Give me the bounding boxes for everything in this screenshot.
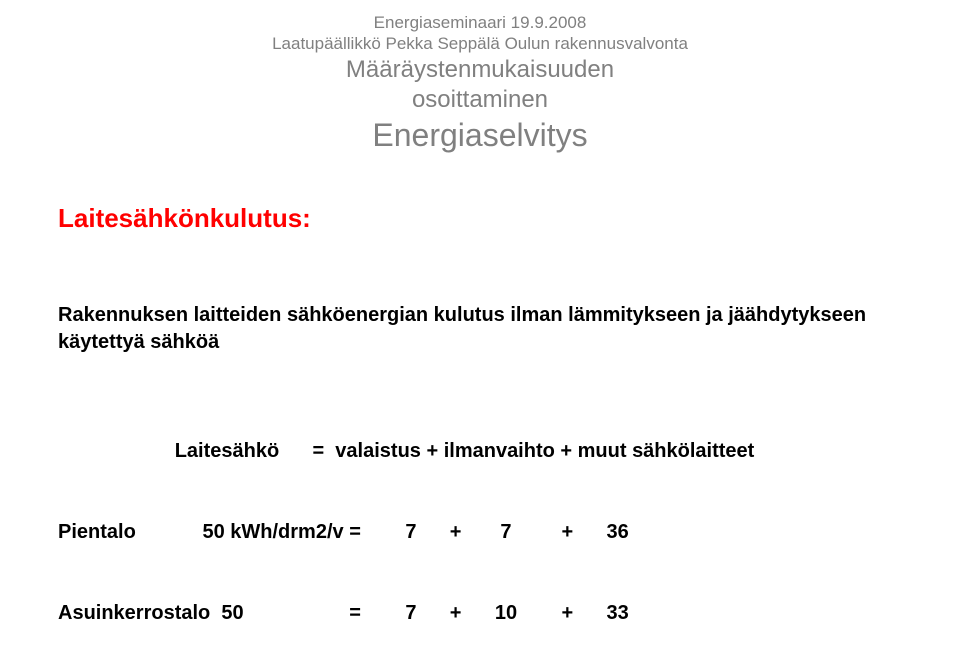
lead-paragraph: Rakennuksen laitteiden sähköenergian kul… — [58, 302, 902, 356]
header-event-date: Energiaseminaari 19.9.2008 — [58, 12, 902, 33]
formula-table: Laitesähkö = valaistus + ilmanvaihto + m… — [58, 384, 902, 670]
formula-head: Laitesähkö = valaistus + ilmanvaihto + m… — [58, 438, 902, 465]
slide: Energiaseminaari 19.9.2008 Laatupäällikk… — [0, 0, 960, 670]
header-title-line-2: osoittaminen — [58, 85, 902, 115]
slide-header: Energiaseminaari 19.9.2008 Laatupäällikk… — [58, 12, 902, 155]
header-author-org: Laatupäällikkö Pekka Seppälä Oulun raken… — [58, 33, 902, 54]
header-title-main: Energiaselvitys — [58, 115, 902, 155]
header-title-line-1: Määräystenmukaisuuden — [58, 55, 902, 85]
section-title: Laitesähkönkulutus: — [58, 203, 902, 234]
formula-row-2: Asuinkerrostalo 50 = 7 + 10 + 33 — [58, 600, 902, 627]
formula-row-1: Pientalo 50 kWh/drm2/v = 7 + 7 + 36 — [58, 519, 902, 546]
